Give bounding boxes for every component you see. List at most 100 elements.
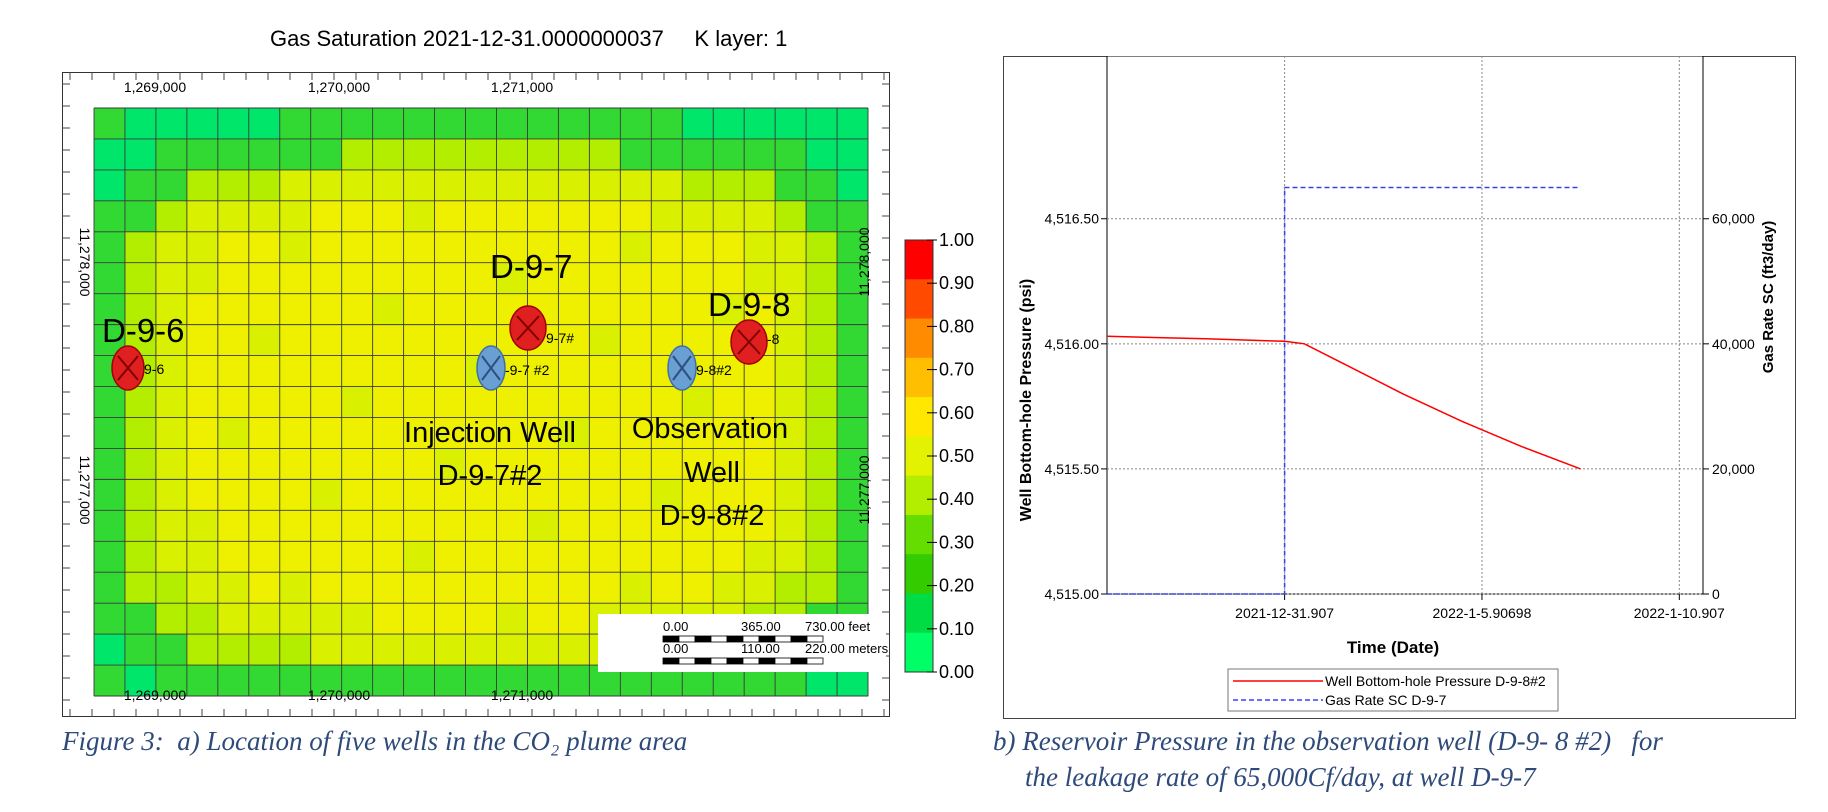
grid-cell <box>434 324 467 357</box>
grid-cell <box>155 293 188 326</box>
grid-cell <box>744 386 776 418</box>
grid-cell <box>806 108 838 140</box>
x-axis-label: Time (Date) <box>1347 638 1439 657</box>
grid-cell <box>434 572 467 604</box>
grid-cell <box>279 293 312 326</box>
grid-cell <box>465 603 497 635</box>
colorbar-swatch <box>905 514 933 555</box>
grid-cell <box>496 572 528 604</box>
grid-cell <box>279 262 312 295</box>
grid-cell <box>124 200 157 233</box>
grid-cell <box>94 665 126 697</box>
grid-cell <box>186 293 219 326</box>
grid-cell <box>837 293 869 326</box>
grid-cell <box>403 386 436 418</box>
caption-left: Figure 3: a) Location of five wells in t… <box>62 726 688 756</box>
grid-cell <box>403 510 436 542</box>
grid-cell <box>217 262 250 295</box>
grid-cell <box>682 169 714 202</box>
grid-cell <box>806 541 838 573</box>
grid-cell <box>217 572 250 604</box>
grid-cell <box>806 510 838 542</box>
well-d-9-8[interactable]: -8 <box>730 319 780 365</box>
colorbar-tick-label: 0.10 <box>939 619 974 639</box>
grid-cell <box>744 231 776 264</box>
grid-cell <box>713 231 745 264</box>
grid-cell <box>279 231 312 264</box>
y2-axis-label: Gas Rate SC (ft3/day) <box>1760 221 1777 374</box>
pressure-chart: 4,515.00 4,515.50 4,516.00 4,516.50 0 20,000… <box>1018 56 1777 712</box>
grid-cell <box>496 603 528 635</box>
grid-cell <box>310 665 343 697</box>
grid-lines <box>93 107 869 697</box>
grid-cell <box>124 572 157 604</box>
grid-cell <box>434 448 467 480</box>
grid-cell <box>620 572 652 604</box>
grid-cell <box>620 386 652 418</box>
grid-cell <box>775 138 807 171</box>
well-d-9-6[interactable]: 9-6 <box>111 345 164 391</box>
x-tick-label: 2021-12-31.907 <box>1235 605 1334 621</box>
grid-cell <box>310 169 343 202</box>
grid-cell <box>186 355 219 388</box>
colorbar-swatch <box>905 554 933 594</box>
grid-cell <box>527 386 559 418</box>
grid-cell <box>310 200 343 233</box>
grid-cell <box>124 108 157 140</box>
grid-cell <box>434 665 467 697</box>
grid-cell <box>465 231 497 264</box>
grid-cell <box>94 108 126 140</box>
x-tick-bottom-1270000: 1,270,000 <box>308 687 370 703</box>
grid-cell <box>94 541 126 573</box>
grid-cell <box>558 355 590 388</box>
colorbar-tick-label: 0.20 <box>939 576 974 596</box>
colorbar-tick-label: 0.90 <box>939 273 974 293</box>
grid-cell <box>651 541 683 573</box>
grid-cell <box>372 138 405 171</box>
well-tag: -8 <box>767 331 780 347</box>
left-plot-title: Gas Saturation 2021-12-31.0000000037 K l… <box>270 26 788 51</box>
grid-cell <box>682 479 714 511</box>
grid-cell <box>744 417 776 449</box>
well-d-9-7[interactable]: 9-7# <box>509 305 574 351</box>
grid-cell <box>341 479 374 511</box>
y-tick-left-11278000: 11,278,000 <box>77 227 93 296</box>
grid-cell <box>837 169 869 202</box>
grid-cell <box>589 200 621 233</box>
grid-cell <box>341 417 374 449</box>
grid-cell <box>279 448 312 480</box>
saturation-grid <box>94 108 869 697</box>
grid-cell <box>341 603 374 635</box>
grid-cell <box>589 479 621 511</box>
grid-cell <box>496 634 528 666</box>
scale-segment <box>710 657 728 665</box>
grid-cell <box>155 479 188 511</box>
grid-cell <box>186 665 219 697</box>
grid-cell <box>94 510 126 542</box>
grid-cell <box>310 417 343 449</box>
well-d-9-8-2-observation[interactable]: 9-8#2 <box>667 345 732 391</box>
grid-cell <box>155 634 188 666</box>
grid-cell <box>775 448 807 480</box>
colorbar-swatch <box>905 593 933 634</box>
grid-cell <box>372 417 405 449</box>
grid-cell <box>713 108 745 140</box>
grid-cell <box>806 200 838 233</box>
grid-cell <box>713 510 745 542</box>
grid-cell <box>403 603 436 635</box>
grid-cell <box>372 386 405 418</box>
well-d-9-7-2-injection[interactable]: -9-7 #2 <box>476 345 550 391</box>
grid-cell <box>527 138 559 171</box>
scale-meter-220: 220.00 meters <box>805 641 889 656</box>
grid-cell <box>496 541 528 573</box>
grid-cell <box>310 324 343 357</box>
grid-cell <box>248 665 281 697</box>
left-y-ticks: 4,515.00 4,515.50 4,516.00 4,516.50 <box>1045 211 1107 602</box>
grid-cell <box>310 634 343 666</box>
grid-cell <box>403 572 436 604</box>
grid-cell <box>279 510 312 542</box>
grid-cell <box>248 479 281 511</box>
colorbar-tick-label: 0.80 <box>939 316 974 336</box>
y2-tick-label: 60,000 <box>1712 211 1755 227</box>
grid-cell <box>713 572 745 604</box>
